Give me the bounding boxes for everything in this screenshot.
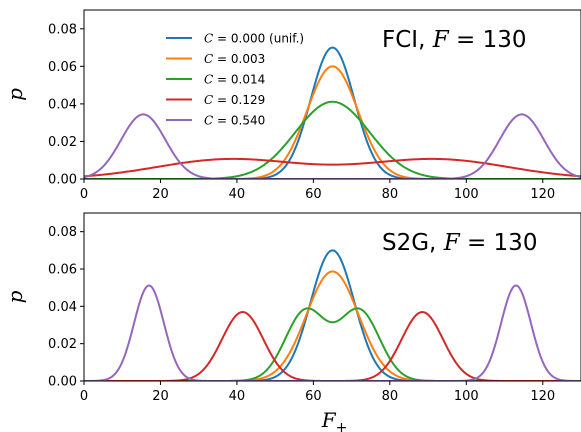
x-axis-label: F+ bbox=[321, 408, 348, 432]
series-line-5 bbox=[84, 113, 581, 179]
legend: C = 0.000 (unif.) C = 0.003 C = 0.014 C = 0… bbox=[166, 32, 304, 128]
x-tick-label: 100 bbox=[454, 187, 479, 202]
series-line-4 bbox=[84, 157, 581, 178]
x-tick-label: 100 bbox=[454, 389, 479, 404]
series-line-1 bbox=[84, 249, 581, 381]
legend-entry: C = 0.540 bbox=[204, 114, 265, 128]
plot-frame bbox=[83, 212, 581, 382]
y-tick-label: 0.02 bbox=[48, 135, 77, 150]
x-tick-label: 80 bbox=[382, 389, 399, 404]
x-tick-label: 0 bbox=[80, 187, 88, 202]
x-tick-label: 40 bbox=[229, 389, 246, 404]
y-tick-label: 0.08 bbox=[48, 22, 77, 37]
y-tick-label: 0.06 bbox=[48, 263, 77, 278]
series-line-2 bbox=[84, 270, 581, 381]
series-line-3 bbox=[84, 100, 581, 179]
x-tick-label: 20 bbox=[152, 187, 169, 202]
plot-frame bbox=[83, 9, 581, 180]
x-tick-label: 60 bbox=[305, 389, 322, 404]
y-axis-label: p bbox=[3, 290, 27, 303]
x-tick-label: 120 bbox=[530, 187, 555, 202]
x-tick-label: 60 bbox=[305, 187, 322, 202]
series-line-2 bbox=[84, 65, 581, 179]
y-tick-label: 0.08 bbox=[48, 225, 77, 240]
y-tick-label: 0.00 bbox=[48, 375, 77, 390]
legend-entry: C = 0.003 bbox=[204, 52, 265, 66]
y-tick-label: 0.04 bbox=[48, 300, 77, 315]
series-line-5 bbox=[84, 284, 581, 381]
x-tick-label: 40 bbox=[229, 187, 246, 202]
panel-title: FCI, F = 130 bbox=[382, 27, 526, 53]
series-line-3 bbox=[84, 307, 581, 381]
legend-entry: C = 0.000 (unif.) bbox=[204, 32, 304, 46]
y-axis-label: p bbox=[3, 88, 27, 101]
y-tick-label: 0.04 bbox=[48, 97, 77, 112]
series-line-1 bbox=[84, 46, 581, 179]
panels: 0 20 40 60 80 100 120 0.00 0.02 0.04 0.06 0.08 p FCI,… bbox=[3, 9, 581, 432]
series-group bbox=[84, 46, 581, 179]
x-tick-label: 0 bbox=[80, 389, 88, 404]
legend-entry: C = 0.014 bbox=[204, 73, 265, 87]
panel-title: S2G, F = 130 bbox=[382, 230, 537, 256]
y-tick-label: 0.06 bbox=[48, 60, 77, 75]
chart-panel-1: 0 20 40 60 80 100 120 0.00 0.02 0.04 0.06 0.08 p FCI,… bbox=[3, 9, 581, 202]
x-tick-label: 20 bbox=[152, 389, 169, 404]
x-tick-label: 80 bbox=[382, 187, 399, 202]
y-tick-label: 0.00 bbox=[48, 173, 77, 188]
chart-panel-2: 0 20 40 60 80 100 120 0.00 0.02 0.04 0.06 0.08 p F+ S2… bbox=[3, 212, 581, 432]
legend-entry: C = 0.129 bbox=[204, 93, 265, 107]
x-tick-label: 120 bbox=[530, 389, 555, 404]
y-tick-label: 0.02 bbox=[48, 337, 77, 352]
